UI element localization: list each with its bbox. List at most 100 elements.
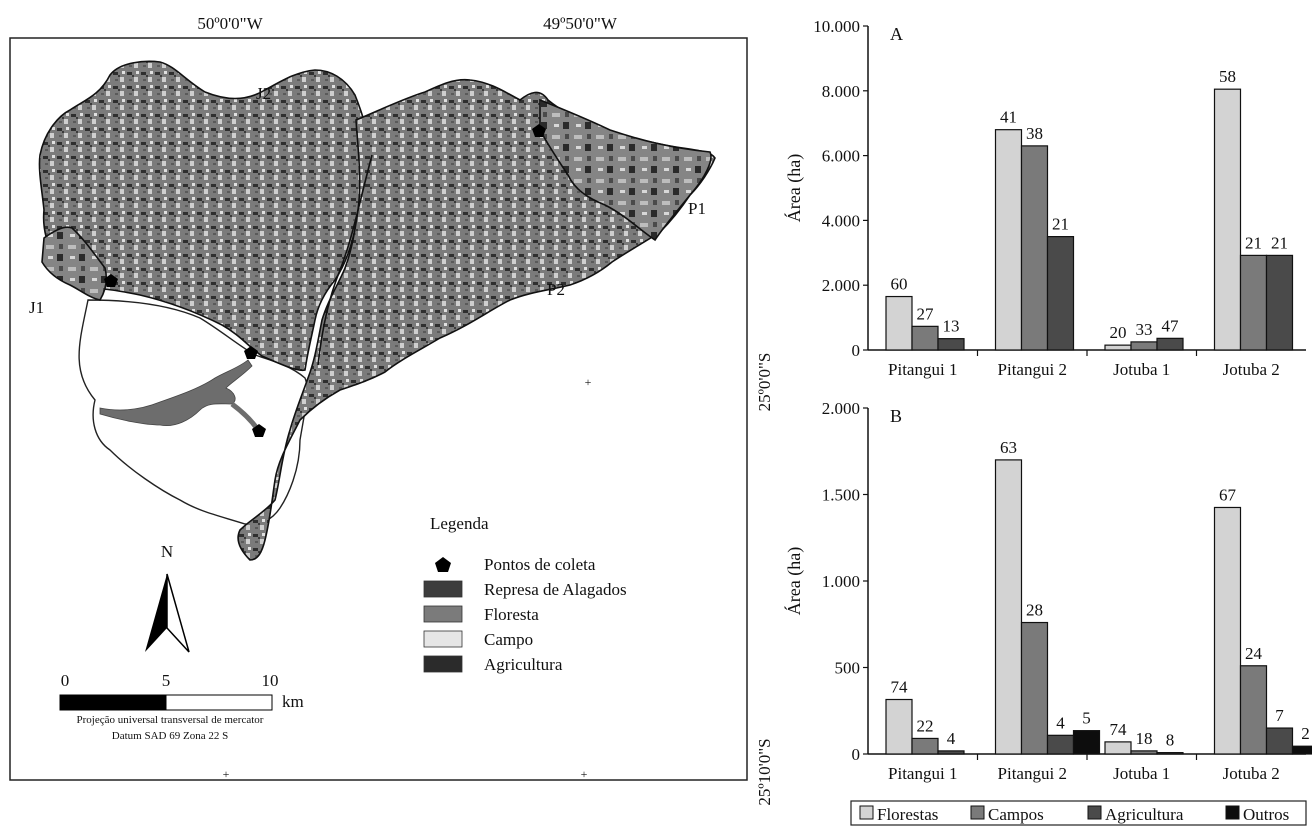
scale-bar: 0 5 10 km Projeção universal transversal…	[59, 671, 304, 742]
bar	[911, 325, 939, 351]
y-tick-label: 500	[835, 659, 861, 678]
data-label: 28	[1026, 601, 1043, 620]
category-label: Pitangui 1	[888, 360, 957, 379]
bar	[911, 737, 939, 755]
projection-note: Projeção universal transversal de mercat…	[77, 714, 264, 726]
chart-legend-label: Florestas	[877, 805, 938, 824]
legend-swatch	[423, 630, 463, 648]
y-tick-label: 1.000	[822, 572, 860, 591]
scale-tick-0: 0	[61, 671, 70, 690]
bar	[994, 459, 1023, 755]
category-label: Pitangui 2	[998, 764, 1067, 783]
data-label: 47	[1162, 316, 1180, 335]
scale-unit: km	[282, 692, 304, 711]
data-label: 21	[1271, 233, 1288, 252]
chart-legend-swatch	[1225, 805, 1240, 820]
data-label: 67	[1219, 485, 1237, 504]
lat-label-bottom: 25º10'0"S	[755, 738, 774, 805]
bar	[1104, 344, 1132, 351]
reservoir-water	[99, 359, 253, 427]
map-legend-label: Agricultura	[484, 655, 563, 674]
legend-swatch	[423, 655, 463, 673]
basin-label-p1: P1	[688, 199, 706, 218]
category-label: Jotuba 1	[1113, 360, 1170, 379]
chart-legend-label: Campos	[988, 805, 1044, 824]
data-label: 27	[917, 304, 935, 323]
data-label: 38	[1026, 124, 1043, 143]
bar	[1156, 752, 1184, 755]
basin-label-p2: P2	[547, 280, 565, 299]
lon-label-right: 49º50'0"W	[543, 14, 618, 33]
lat-label-top: 25º0'0"S	[755, 353, 774, 412]
chart-legend-swatch	[859, 805, 874, 820]
map-legend-title: Legenda	[430, 514, 489, 533]
bar	[1156, 337, 1184, 351]
data-label: 21	[1245, 233, 1262, 252]
bar	[1072, 730, 1101, 755]
data-label: 2	[1301, 724, 1310, 743]
panel-label: A	[890, 24, 903, 44]
data-label: 41	[1000, 108, 1017, 127]
bar	[1046, 734, 1075, 755]
chart-legend-label: Agricultura	[1105, 805, 1184, 824]
divide-j2-p2	[317, 154, 373, 366]
data-label: 60	[891, 275, 908, 294]
data-label: 4	[1056, 713, 1065, 732]
y-tick-label: 2.000	[822, 276, 860, 295]
y-axis-label: Área (ha)	[783, 154, 805, 222]
bar	[885, 295, 913, 351]
bar	[1104, 741, 1132, 755]
basin-j1	[41, 226, 108, 301]
data-label: 5	[1082, 709, 1091, 728]
data-label: 21	[1052, 215, 1069, 234]
data-label: 74	[891, 678, 909, 697]
data-label: 33	[1136, 320, 1153, 339]
y-tick-label: 8.000	[822, 82, 860, 101]
category-label: Jotuba 2	[1223, 360, 1280, 379]
category-label: Jotuba 2	[1223, 764, 1280, 783]
y-tick-label: 4.000	[822, 211, 860, 230]
bar	[1020, 621, 1049, 755]
bar	[937, 750, 965, 755]
bar	[885, 698, 913, 755]
map-legend: Legenda Pontos de coleta Represa de Alaga…	[423, 514, 627, 674]
chart-legend-swatch	[970, 805, 985, 820]
bar	[1020, 145, 1049, 351]
scale-tick-10: 10	[262, 671, 279, 690]
bar	[994, 129, 1023, 351]
data-label: 18	[1136, 729, 1153, 748]
bar	[1130, 750, 1158, 755]
bar	[1265, 254, 1294, 351]
y-tick-label: 0	[852, 745, 861, 764]
y-tick-label: 0	[852, 341, 861, 360]
chart-legend-label: Outros	[1243, 805, 1289, 824]
y-tick-label: 6.000	[822, 147, 860, 166]
bar	[1239, 254, 1268, 351]
bar	[1213, 88, 1242, 351]
bar	[1046, 236, 1075, 351]
panel-label: B	[890, 406, 902, 426]
category-label: Jotuba 1	[1113, 764, 1170, 783]
grid-cross: +	[585, 375, 592, 389]
bar	[1213, 506, 1242, 755]
map-legend-label: Pontos de coleta	[484, 555, 596, 574]
data-label: 74	[1110, 720, 1128, 739]
sample-point	[104, 274, 118, 287]
bar	[1265, 727, 1294, 755]
north-arrow-icon	[145, 573, 190, 653]
data-label: 20	[1110, 323, 1127, 342]
basin-label-j2: J2	[256, 84, 271, 103]
data-label: 13	[943, 317, 960, 336]
grid-cross: +	[581, 767, 588, 781]
data-label: 8	[1166, 731, 1175, 750]
bar	[1130, 341, 1158, 351]
data-label: 7	[1275, 706, 1284, 725]
y-tick-label: 2.000	[822, 399, 860, 418]
legend-swatch	[423, 605, 463, 623]
basin-p1	[539, 98, 712, 242]
legend-swatch	[423, 580, 463, 598]
map-legend-label: Represa de Alagados	[484, 580, 627, 599]
category-label: Pitangui 2	[998, 360, 1067, 379]
data-label: 4	[947, 729, 956, 748]
